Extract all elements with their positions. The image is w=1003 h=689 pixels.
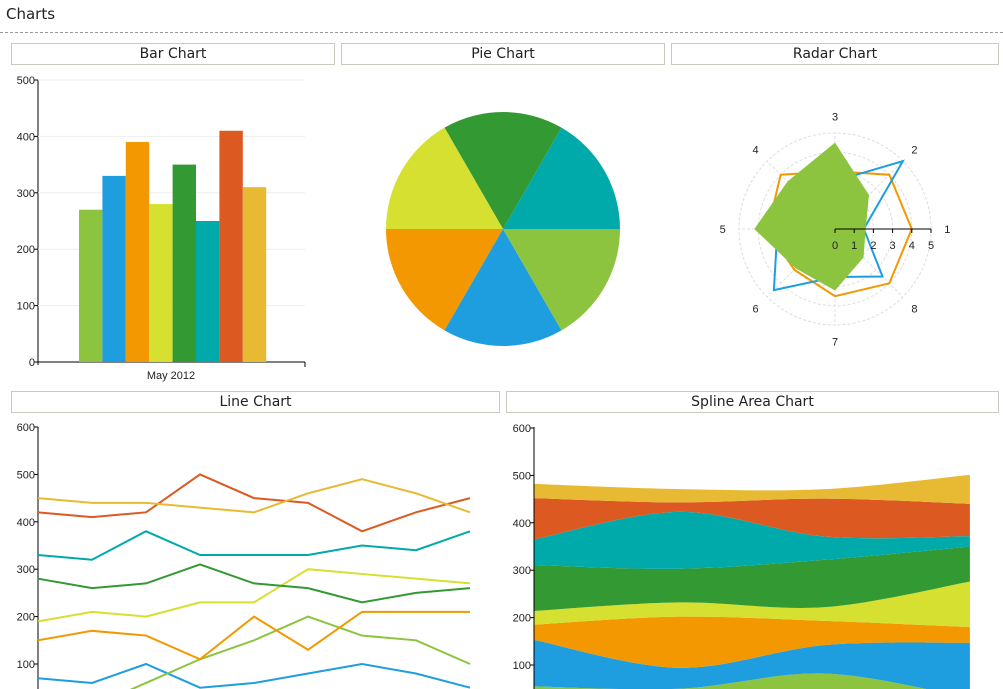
bar	[196, 221, 220, 362]
bar-chart-header: Bar Chart	[11, 43, 335, 65]
area-series	[534, 639, 970, 689]
bar	[149, 204, 173, 362]
radar-axis-label: 3	[832, 112, 838, 124]
area-series	[534, 546, 970, 611]
y-tick-label: 200	[17, 612, 35, 624]
area-series	[534, 616, 970, 668]
y-tick-label: 500	[17, 469, 35, 481]
radar-chart: 1 2 3 4 5 6 7 8 0 1 2 3 4 5	[720, 112, 951, 349]
pie-chart	[386, 111, 620, 347]
bar	[219, 130, 243, 362]
pie-chart-header: Pie Chart	[341, 43, 665, 65]
area-series	[534, 474, 970, 504]
y-tick-label: 100	[17, 301, 35, 313]
radar-axis-label: 8	[911, 303, 917, 315]
line-series	[37, 563, 471, 604]
radar-axis-label: 6	[753, 303, 759, 315]
title-divider	[0, 32, 1003, 33]
pie-slice	[503, 229, 620, 331]
line-chart: 100 200 300 400 500 600	[17, 422, 471, 689]
line-series	[37, 662, 471, 689]
radar-scale-label: 1	[851, 240, 857, 252]
radar-area	[754, 142, 869, 291]
radar-scale-label: 4	[909, 240, 915, 252]
bar	[79, 209, 103, 362]
y-tick-label: 200	[513, 613, 531, 625]
line-chart-header: Line Chart	[11, 391, 500, 413]
pie-slice	[386, 127, 503, 229]
line-series	[37, 610, 470, 661]
line-series	[37, 478, 471, 514]
spline-area-chart: 100 200 300 400 500 600	[513, 423, 970, 689]
spline-area-chart-header: Spline Area Chart	[506, 391, 999, 413]
y-tick-label: 400	[17, 131, 35, 143]
area-series	[534, 581, 970, 628]
area-series	[534, 498, 970, 540]
line-series	[37, 530, 471, 561]
bar	[125, 142, 150, 362]
radar-chart-header: Radar Chart	[671, 43, 999, 65]
radar-axis-label: 1	[944, 224, 950, 236]
y-tick-label: 500	[513, 470, 531, 482]
radar-axis-label: 5	[720, 224, 726, 236]
pie-slice	[444, 111, 562, 229]
y-tick-label: 200	[17, 244, 35, 256]
y-tick-label: 400	[513, 518, 531, 530]
y-tick-label: 100	[513, 660, 531, 672]
radar-axis-label: 7	[832, 336, 838, 348]
radar-axis-label: 2	[911, 145, 917, 157]
line-series	[37, 473, 471, 533]
page-title: Charts	[6, 5, 56, 23]
radar-scale-label: 3	[890, 240, 896, 252]
y-tick-label: 300	[17, 564, 35, 576]
y-tick-label: 600	[17, 422, 35, 434]
y-tick-label: 400	[17, 517, 35, 529]
bar	[102, 175, 126, 362]
area-series	[534, 673, 927, 689]
radar-scale-label: 5	[928, 240, 934, 252]
bar-chart: 0 100 200 300 400 500 May 2012	[17, 75, 306, 382]
pie-slice	[503, 127, 620, 229]
radar-scale-label: 0	[832, 240, 838, 252]
pie-slice	[386, 229, 503, 331]
bar	[172, 164, 196, 362]
y-tick-label: 600	[513, 423, 531, 435]
line-series	[37, 568, 471, 623]
radar-scale-label: 2	[870, 240, 876, 252]
y-tick-label: 300	[17, 188, 35, 200]
y-tick-label: 100	[17, 659, 35, 671]
bar	[242, 187, 267, 362]
line-series	[129, 615, 471, 689]
radar-axis-label: 4	[753, 145, 759, 157]
area-series	[534, 511, 970, 569]
y-tick-label: 500	[17, 75, 35, 87]
y-tick-label: 300	[513, 565, 531, 577]
pie-slice	[444, 229, 562, 347]
y-tick-label: 0	[29, 357, 35, 369]
x-tick-label: May 2012	[147, 370, 195, 382]
